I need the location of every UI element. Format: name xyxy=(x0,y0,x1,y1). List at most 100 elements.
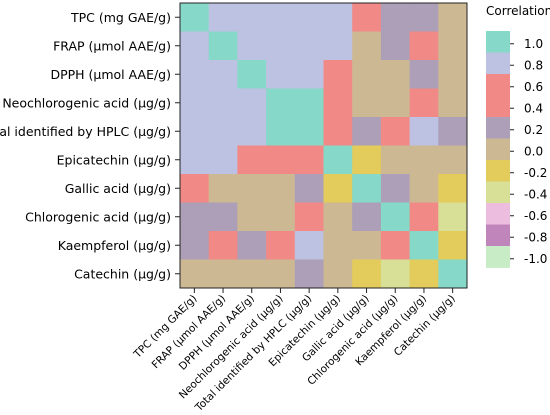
heatmap-cell-r6-c7 xyxy=(380,174,411,203)
legend-swatch-8 xyxy=(486,203,510,225)
heatmap-cell-r9-c1 xyxy=(208,259,238,289)
heatmap-cell-r7-c1 xyxy=(208,202,238,232)
row-label-5: Epicatechin (µg/g) xyxy=(57,152,171,167)
row-label-8: Kaempferol (µg/g) xyxy=(58,238,171,253)
heatmap-cell-r9-c3 xyxy=(266,259,296,289)
heatmap-cell-r4-c3 xyxy=(266,117,296,146)
heatmap-cell-r0-c1 xyxy=(208,3,238,32)
legend-tick-label-8: -0.6 xyxy=(524,209,547,223)
heatmap-cell-r1-c0 xyxy=(180,31,210,61)
row-labels: TPC (mg GAE/g) FRAP (µmol AAE/g) DPPH (µmo… xyxy=(0,10,171,282)
heatmap-cell-r6-c0 xyxy=(180,174,210,203)
legend-swatch-6 xyxy=(486,160,510,182)
heatmap-cell-r9-c7 xyxy=(380,259,411,289)
row-label-9: Catechin (µg/g) xyxy=(74,266,171,281)
legend-swatches xyxy=(486,31,510,268)
heatmap-cell-r4-c0 xyxy=(180,117,210,146)
heatmap-cell-r3-c9 xyxy=(438,88,468,118)
heatmap-cell-r4-c7 xyxy=(380,117,411,146)
plot-frame xyxy=(175,2,468,293)
heatmap-cell-r7-c9 xyxy=(438,202,468,232)
legend-ticks: 1.0 0.8 0.6 0.4 0.2 0.0 -0.2 -0.4 -0.6 -0.8 -1.0 xyxy=(510,37,547,266)
heatmap-cell-r6-c5 xyxy=(323,174,353,203)
heatmap-cell-r8-c8 xyxy=(409,231,439,260)
heatmap-cell-r5-c9 xyxy=(438,145,468,175)
heatmap-cell-r3-c5 xyxy=(323,88,353,118)
heatmap-cell-r0-c9 xyxy=(438,3,468,32)
heatmap-cell-r2-c3 xyxy=(266,60,296,89)
heatmap-cell-r1-c2 xyxy=(237,31,267,61)
heatmap-cell-r9-c4 xyxy=(294,259,324,289)
row-label-3: Neochlorogenic acid (µg/g) xyxy=(2,95,171,110)
legend-tick-label-6: -0.2 xyxy=(524,166,547,180)
heatmap-cell-r0-c2 xyxy=(237,3,267,32)
heatmap-cell-r8-c0 xyxy=(180,231,210,260)
color-legend: Correlation 1.0 0.8 0.6 0.4 0.2 0.0 -0.2 -0.4 -0… xyxy=(486,4,550,268)
heatmap-cell-r5-c6 xyxy=(352,145,382,175)
heatmap-cell-r3-c8 xyxy=(409,88,439,118)
heatmap-cell-r7-c6 xyxy=(352,202,382,232)
heatmap-cell-r1-c1 xyxy=(208,31,238,61)
heatmap-cell-r1-c6 xyxy=(352,31,382,61)
legend-title: Correlation xyxy=(486,4,550,18)
heatmap-cell-r0-c4 xyxy=(294,3,324,32)
legend-tick-label-7: -0.4 xyxy=(524,187,547,201)
heatmap-cell-r5-c4 xyxy=(294,145,324,175)
heatmap-cell-r1-c8 xyxy=(409,31,439,61)
heatmap-cell-r5-c7 xyxy=(380,145,411,175)
heatmap-cell-r2-c1 xyxy=(208,60,238,89)
heatmap-cell-r8-c7 xyxy=(380,231,411,260)
legend-swatch-2 xyxy=(486,74,510,96)
heatmap-cell-r1-c3 xyxy=(266,31,296,61)
legend-tick-label-1: 0.8 xyxy=(524,58,543,72)
heatmap-cell-r8-c3 xyxy=(266,231,296,260)
heatmap-cell-r0-c3 xyxy=(266,3,296,32)
heatmap-cell-r6-c9 xyxy=(438,174,468,203)
heatmap-cell-r8-c1 xyxy=(208,231,238,260)
row-label-1: FRAP (µmol AAE/g) xyxy=(53,38,171,53)
heatmap-cell-r2-c2 xyxy=(237,60,267,89)
legend-tick-label-9: -0.8 xyxy=(524,230,547,244)
row-label-7: Chlorogenic acid (µg/g) xyxy=(25,209,171,224)
heatmap-cell-r6-c3 xyxy=(266,174,296,203)
heatmap-cell-r1-c9 xyxy=(438,31,468,61)
heatmap-cell-r7-c5 xyxy=(323,202,353,232)
heatmap-cell-r4-c8 xyxy=(409,117,439,146)
legend-tick-label-2: 0.6 xyxy=(524,80,543,94)
plot-border xyxy=(179,2,468,289)
heatmap-cell-r8-c6 xyxy=(352,231,382,260)
heatmap-cell-r5-c8 xyxy=(409,145,439,175)
heatmap-cell-r1-c4 xyxy=(294,31,324,61)
heatmap-cell-r0-c0 xyxy=(180,3,210,32)
heatmap-cell-r7-c2 xyxy=(237,202,267,232)
heatmap-cell-r5-c5 xyxy=(323,145,353,175)
heatmap-cell-r9-c5 xyxy=(323,259,353,289)
heatmap-cell-r2-c9 xyxy=(438,60,468,89)
heatmap-cell-r3-c0 xyxy=(180,88,210,118)
heatmap-cell-r6-c1 xyxy=(208,174,238,203)
heatmap-cell-r4-c9 xyxy=(438,117,468,146)
heatmap-cell-r1-c5 xyxy=(323,31,353,61)
row-label-4: Total identified by HPLC (µg/g) xyxy=(0,124,171,139)
heatmap-cell-r9-c2 xyxy=(237,259,267,289)
legend-tick-label-4: 0.2 xyxy=(524,123,543,137)
heatmap-cell-r8-c4 xyxy=(294,231,324,260)
heatmap-cell-r7-c4 xyxy=(294,202,324,232)
heatmap-cell-r1-c7 xyxy=(380,31,411,61)
legend-tick-label-0: 1.0 xyxy=(524,37,543,51)
legend-swatch-5 xyxy=(486,138,510,161)
heatmap-cell-r2-c6 xyxy=(352,60,382,89)
heatmap-cell-r4-c6 xyxy=(352,117,382,146)
legend-tick-label-5: 0.0 xyxy=(524,144,543,158)
heatmap-cell-r3-c7 xyxy=(380,88,411,118)
legend-swatch-4 xyxy=(486,117,510,139)
heatmap-cell-r4-c1 xyxy=(208,117,238,146)
heatmap-cell-r4-c5 xyxy=(323,117,353,146)
heatmap-cells xyxy=(180,3,468,289)
heatmap-cell-r3-c4 xyxy=(294,88,324,118)
heatmap-cell-r2-c8 xyxy=(409,60,439,89)
heatmap-cell-r5-c2 xyxy=(237,145,267,175)
heatmap-cell-r9-c8 xyxy=(409,259,439,289)
heatmap-cell-r4-c4 xyxy=(294,117,324,146)
